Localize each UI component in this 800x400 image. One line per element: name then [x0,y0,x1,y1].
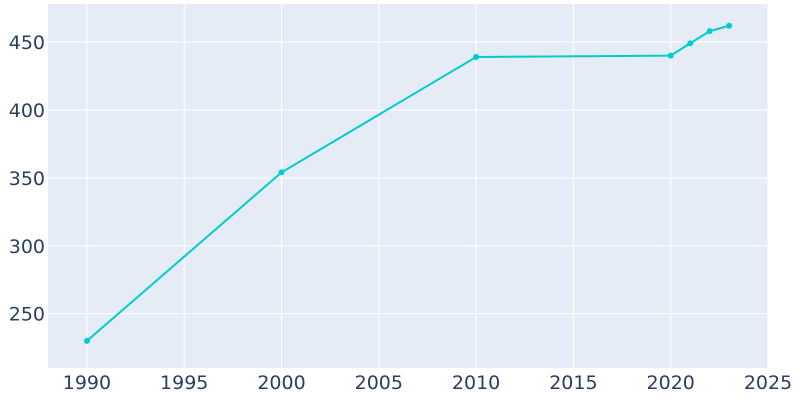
data-point [278,169,285,176]
data-point [687,40,694,47]
plot-area [48,4,768,368]
data-point [706,28,713,35]
x-tick-label: 1990 [63,372,111,394]
x-gridlines [86,4,769,368]
y-tick-label: 300 [9,236,45,258]
data-point [473,53,480,60]
y-axis-ticks: 250 300 350 400 450 [9,32,45,326]
x-tick-label: 2015 [549,372,597,394]
x-tick-label: 2005 [355,372,403,394]
y-tick-label: 250 [9,304,45,326]
x-tick-label: 2020 [647,372,695,394]
y-gridlines [48,41,768,315]
x-axis-ticks: 1990 1995 2000 2005 2010 2015 2020 2025 [63,372,792,394]
data-point [83,337,90,344]
y-tick-label: 350 [9,168,45,190]
data-point [667,52,674,59]
x-tick-label: 1995 [160,372,208,394]
x-tick-label: 2000 [257,372,305,394]
x-tick-label: 2025 [744,372,792,394]
y-tick-label: 400 [9,100,45,122]
series-group [83,22,733,344]
data-point [726,22,733,29]
y-tick-label: 450 [9,32,45,54]
x-tick-label: 2010 [452,372,500,394]
